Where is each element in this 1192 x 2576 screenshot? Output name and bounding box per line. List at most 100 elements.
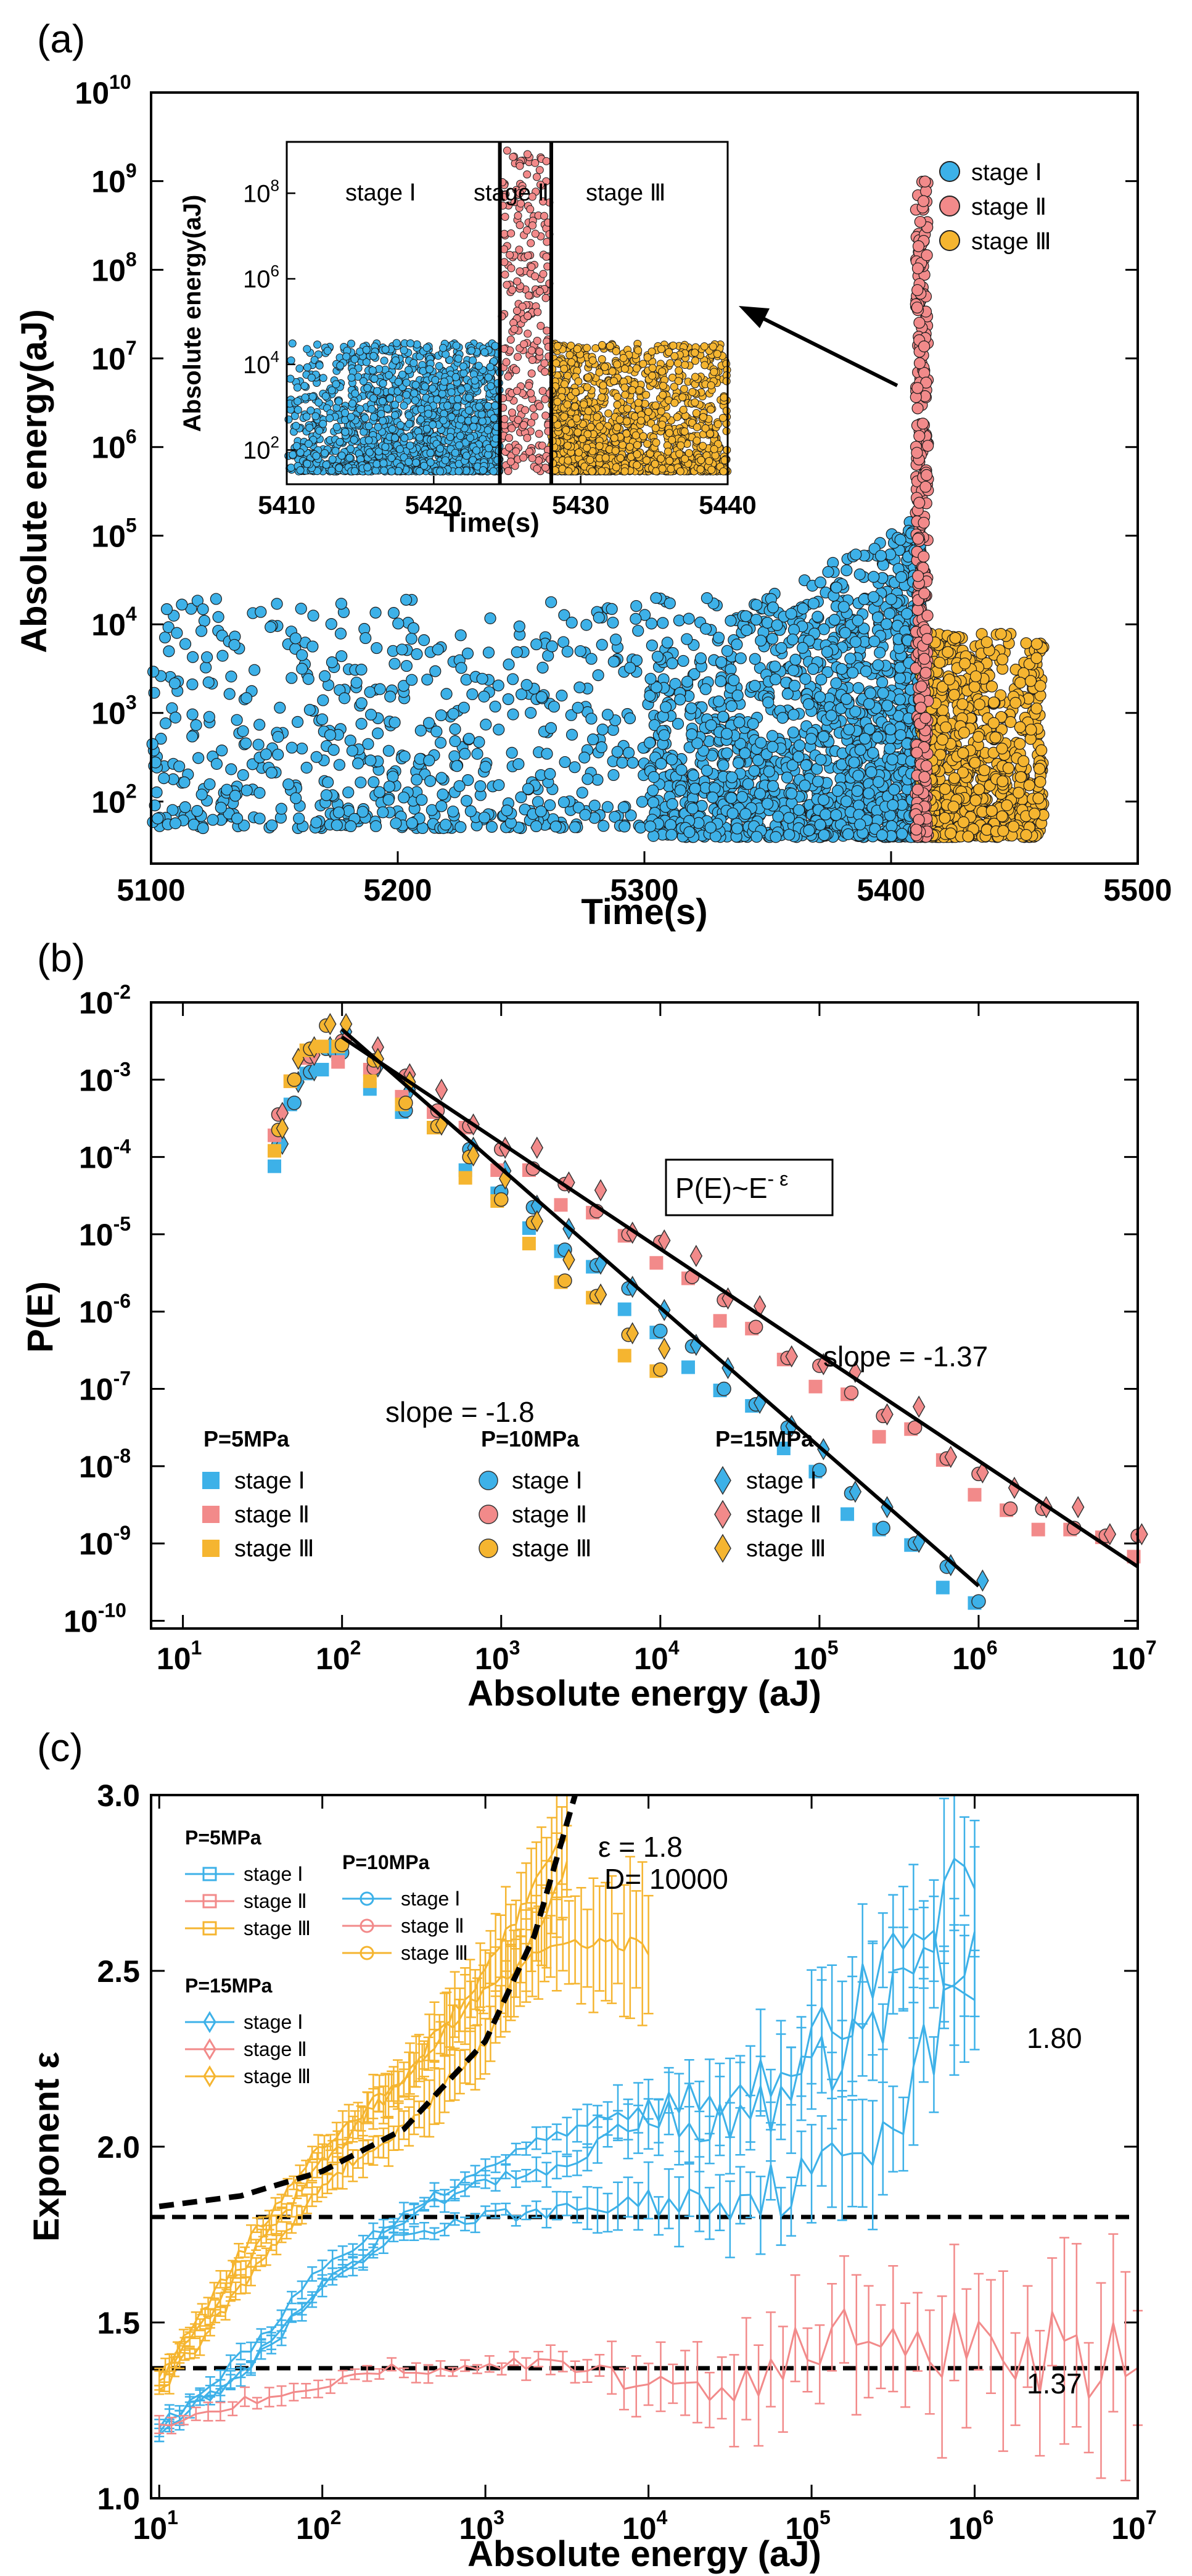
scatter-point	[912, 532, 924, 545]
scatter-point	[694, 652, 707, 664]
scatter-point	[948, 772, 961, 785]
scatter-point	[623, 712, 636, 725]
scatter-point	[249, 664, 261, 676]
a-y-tick-label: 1010	[75, 71, 131, 110]
scatter-point	[766, 730, 779, 742]
scatter-point	[473, 736, 485, 748]
scatter-point	[240, 692, 253, 704]
scatter-point	[231, 812, 244, 825]
scatter-point	[847, 666, 859, 679]
scatter-point	[179, 801, 191, 814]
scatter-point	[803, 824, 815, 836]
scatter-point	[225, 671, 237, 683]
scatter-point	[432, 643, 444, 656]
a-y-tick-label: 106	[91, 426, 136, 465]
scatter-point	[915, 701, 927, 714]
scatter-point	[372, 727, 384, 740]
scatter-point	[221, 783, 233, 796]
scatter-point	[462, 732, 475, 745]
scatter-point	[203, 778, 216, 790]
scatter-point	[240, 737, 252, 749]
scatter-point	[355, 776, 367, 789]
scatter-point	[658, 729, 670, 741]
scatter-point	[699, 683, 712, 695]
inset-scatter-point	[350, 436, 358, 444]
scatter-point	[742, 778, 754, 790]
scatter-point	[423, 754, 435, 767]
scatter-point	[783, 828, 795, 841]
scatter-point	[921, 249, 933, 262]
scatter-point	[240, 784, 253, 796]
scatter-point	[561, 645, 573, 658]
inset-scatter-point	[342, 352, 351, 361]
scatter-point	[863, 698, 876, 710]
scatter-point	[198, 614, 211, 627]
scatter-point	[265, 767, 277, 779]
scatter-point	[763, 766, 775, 778]
inset-scatter-point	[456, 432, 464, 440]
scatter-point	[767, 741, 779, 753]
scatter-point	[854, 744, 866, 756]
scatter-point	[300, 761, 313, 774]
scatter-point	[286, 672, 298, 684]
scatter-point	[355, 697, 368, 709]
scatter-point	[319, 670, 331, 682]
scatter-point	[706, 791, 719, 804]
scatter-point	[616, 756, 628, 769]
scatter-point	[921, 609, 934, 622]
scatter-point	[840, 693, 853, 705]
scatter-point	[406, 817, 418, 829]
scatter-point	[346, 745, 359, 757]
scatter-point	[1023, 779, 1035, 791]
scatter-point	[865, 766, 878, 778]
scatter-point	[158, 772, 170, 785]
scatter-point	[683, 826, 696, 838]
a-y-tick-label: 104	[91, 603, 137, 642]
a-y-tick-label: 109	[91, 160, 136, 199]
inset-scatter-point	[459, 369, 468, 378]
scatter-point	[440, 819, 452, 831]
scatter-point	[786, 634, 799, 646]
scatter-point	[520, 679, 533, 691]
scatter-point	[650, 592, 662, 604]
scatter-point	[911, 447, 923, 459]
panel-a-x-title: Time(s)	[581, 892, 707, 932]
scatter-point	[700, 622, 712, 635]
scatter-point	[772, 811, 784, 823]
inset-scatter-point	[411, 381, 420, 389]
scatter-point	[836, 663, 848, 675]
scatter-point	[474, 780, 487, 793]
scatter-point	[515, 688, 528, 701]
scatter-point	[1025, 724, 1037, 736]
scatter-point	[322, 776, 334, 788]
scatter-point	[720, 727, 733, 740]
scatter-point	[192, 752, 205, 764]
scatter-point	[282, 778, 295, 791]
scatter-point	[818, 829, 830, 841]
scatter-point	[942, 646, 954, 658]
scatter-point	[215, 801, 227, 814]
scatter-point	[912, 240, 925, 252]
scatter-point	[750, 830, 763, 843]
scatter-point	[771, 619, 783, 631]
scatter-point	[296, 649, 308, 661]
scatter-point	[317, 694, 329, 706]
scatter-point	[1014, 771, 1027, 783]
scatter-point	[200, 651, 213, 664]
scatter-point	[762, 798, 774, 810]
scatter-point	[969, 794, 982, 807]
inset-scatter-point	[368, 366, 377, 374]
scatter-point	[202, 676, 215, 688]
scatter-point	[203, 711, 215, 723]
scatter-point	[750, 599, 763, 611]
scatter-point	[655, 758, 667, 770]
scatter-point	[852, 614, 864, 627]
scatter-point	[293, 812, 305, 825]
scatter-point	[884, 723, 897, 736]
inset-scatter-point	[351, 389, 360, 398]
scatter-point	[789, 680, 801, 692]
scatter-point	[173, 760, 186, 773]
inset-scatter-point	[315, 361, 324, 370]
scatter-point	[310, 751, 323, 763]
